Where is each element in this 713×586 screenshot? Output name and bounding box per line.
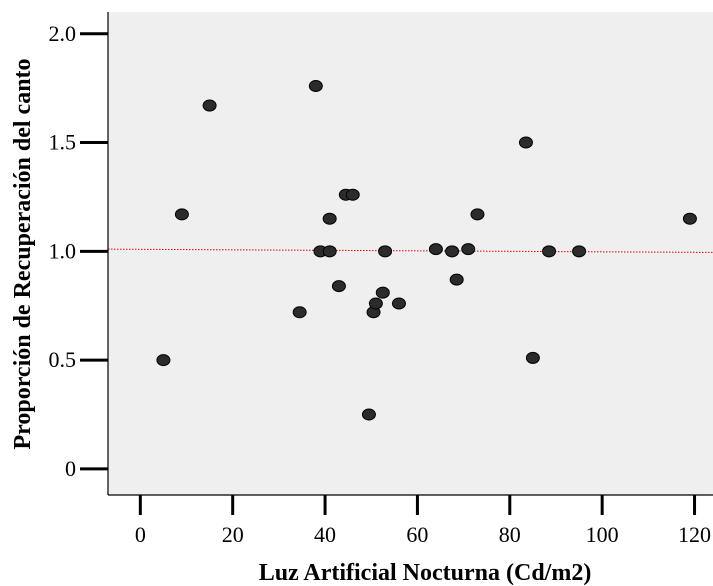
- axes-layer: [107, 12, 713, 496]
- x-tick-label: 40: [314, 522, 336, 547]
- x-tick-label: 60: [406, 522, 428, 547]
- data-point: [174, 208, 189, 221]
- y-ticks: 0 0.5 1.0 1.5 2.0: [49, 21, 108, 481]
- y-axis-title: Proporción de Recuperación del canto: [10, 58, 36, 449]
- data-point: [682, 212, 697, 225]
- y-tick-label: 1.5: [49, 130, 77, 155]
- data-point: [361, 408, 376, 421]
- y-tick-label: 2.0: [49, 21, 77, 46]
- data-point: [368, 297, 383, 310]
- y-tick-label: 0.5: [49, 347, 77, 372]
- data-point: [156, 354, 171, 367]
- fit-line: [107, 248, 713, 253]
- data-point: [518, 136, 533, 149]
- data-point: [308, 79, 323, 92]
- data-point: [542, 245, 557, 258]
- data-point: [428, 243, 443, 256]
- data-point: [461, 243, 476, 256]
- data-point: [292, 306, 307, 319]
- data-point: [445, 245, 460, 258]
- data-point: [572, 245, 587, 258]
- x-tick-label: 20: [222, 522, 244, 547]
- x-axis-title: Luz Artificial Nocturna (Cd/m2): [259, 560, 592, 586]
- data-point: [375, 286, 390, 299]
- data-point: [322, 212, 337, 225]
- x-tick-label: 80: [499, 522, 521, 547]
- data-point: [449, 273, 464, 286]
- x-ticks: 0 20 40 60 80 100 120: [135, 495, 711, 547]
- data-point: [391, 297, 406, 310]
- data-point: [331, 280, 346, 293]
- x-tick-label: 120: [678, 522, 711, 547]
- data-point: [525, 351, 540, 364]
- data-point: [202, 99, 217, 112]
- plot-area: [108, 12, 713, 495]
- data-point: [470, 208, 485, 221]
- data-point: [378, 245, 393, 258]
- points-layer: [156, 79, 697, 421]
- x-tick-label: 100: [586, 522, 619, 547]
- fit-line-layer: [107, 248, 713, 253]
- data-point: [345, 188, 360, 201]
- y-tick-label: 0: [65, 456, 76, 481]
- data-point: [322, 245, 337, 258]
- x-tick-label: 0: [135, 522, 146, 547]
- y-tick-label: 1.0: [49, 238, 77, 263]
